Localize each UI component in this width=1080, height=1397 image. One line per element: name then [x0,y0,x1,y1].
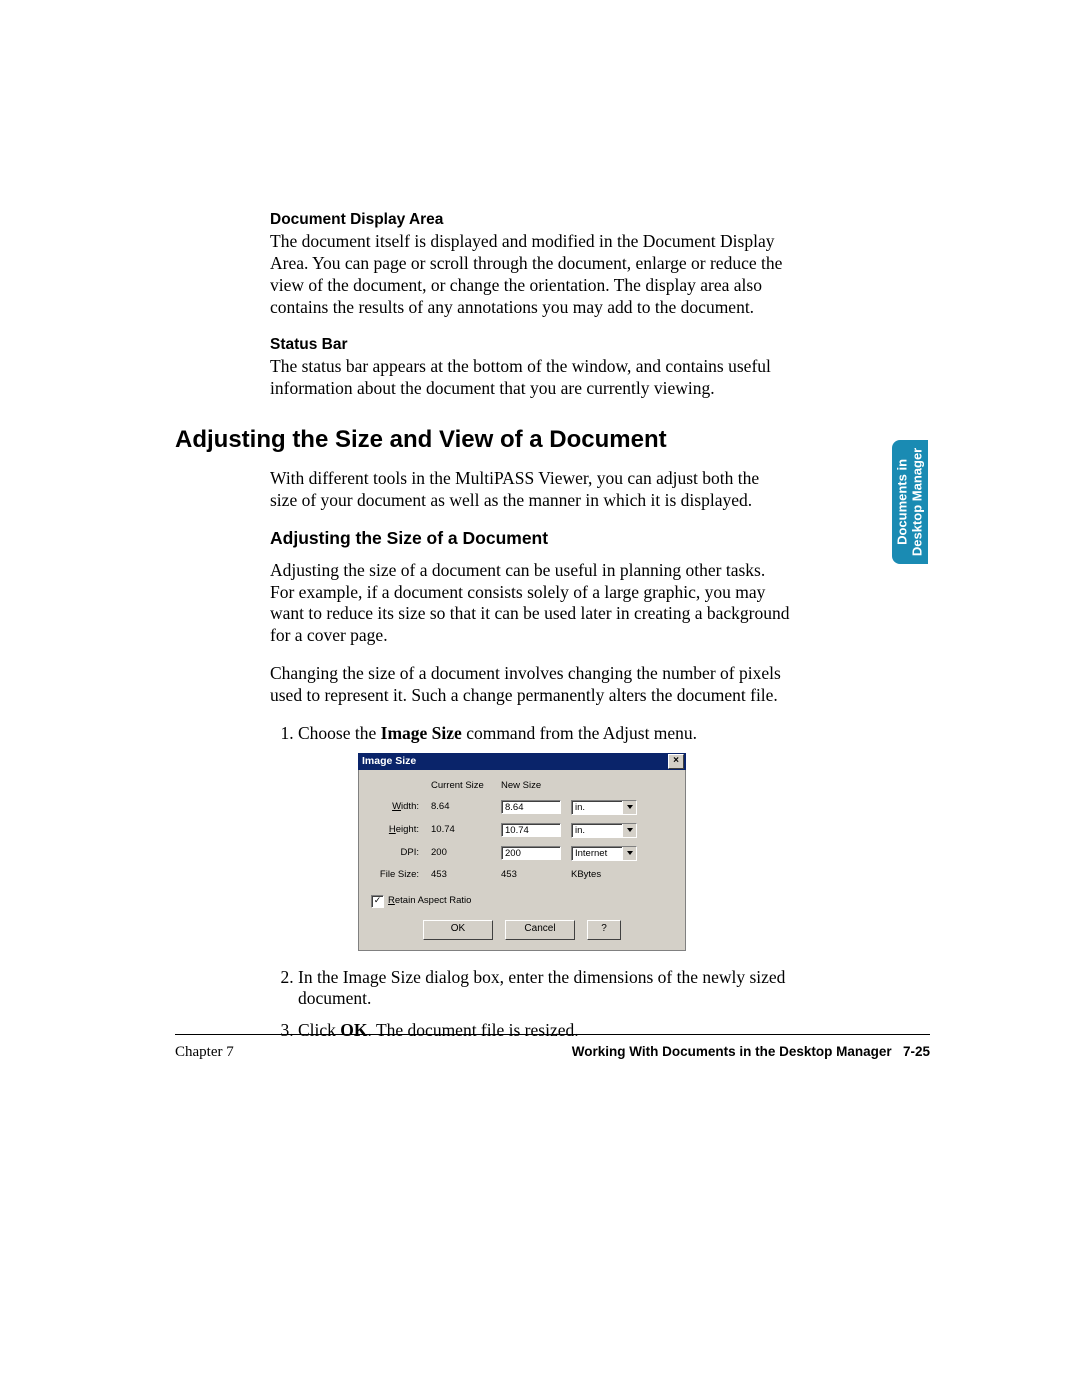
footer-chapter: Chapter 7 [175,1044,234,1061]
dialog-titlebar: Image Size × [358,753,686,770]
input-width-new[interactable]: 8.64 [501,800,561,814]
para-adjust-a: Adjusting the size of a document can be … [270,560,790,648]
chevron-down-icon [622,847,636,860]
combo-dpi-unit[interactable]: Internet [571,846,637,861]
image-size-dialog: Image Size × Current Size New Size Width… [358,753,686,951]
label-dpi: DPI: [371,847,421,859]
dialog-body: Current Size New Size Width: 8.64 8.64 i… [358,770,686,951]
chevron-down-icon [622,824,636,837]
combo-width-unit[interactable]: in. [571,800,637,815]
para-doc-display: The document itself is displayed and mod… [270,231,790,319]
document-page: Document Display Area The document itsel… [0,0,1080,1397]
ok-button[interactable]: OK [423,920,493,940]
step-3: Click OK. The document file is resized. [298,1020,790,1042]
step-3-pre: Click [298,1020,340,1040]
value-width-current: 8.64 [431,801,491,813]
label-filesize: File Size: [371,869,421,881]
side-tab-line1: Documents in [894,459,909,545]
side-tab-line2: Desktop Manager [909,448,924,556]
label-width: Width: [371,801,421,813]
value-height-current: 10.74 [431,824,491,836]
step-3-post: . The document file is resized. [368,1020,579,1040]
label-height: Height: [371,824,421,836]
checkbox-icon: ✓ [371,895,384,908]
step-1-bold: Image Size [381,723,462,743]
input-height-new[interactable]: 10.74 [501,823,561,837]
input-dpi-new[interactable]: 200 [501,846,561,860]
page-footer: Chapter 7 Working With Documents in the … [175,1044,930,1061]
steps-list: Choose the Image Size command from the A… [270,723,790,1042]
step-1: Choose the Image Size command from the A… [298,723,790,951]
heading-adjusting-size: Adjusting the Size of a Document [270,528,790,550]
value-filesize-new: 453 [501,869,561,881]
body-column: Document Display Area The document itsel… [270,210,790,400]
dialog-button-row: OK Cancel ? [371,920,673,940]
step-1-pre: Choose the [298,723,381,743]
footer-title: Working With Documents in the Desktop Ma… [572,1044,930,1061]
checkbox-retain-aspect[interactable]: ✓ Retain Aspect Ratio [371,895,673,908]
para-adjust-b: Changing the size of a document involves… [270,663,790,707]
cancel-button[interactable]: Cancel [505,920,575,940]
chevron-down-icon [622,801,636,814]
help-button[interactable]: ? [587,920,621,940]
value-filesize-current: 453 [431,869,491,881]
dialog-grid: Current Size New Size Width: 8.64 8.64 i… [371,780,673,881]
step-2: In the Image Size dialog box, enter the … [298,967,790,1011]
col-header-new: New Size [501,780,561,792]
dialog-title: Image Size [362,755,416,768]
step-1-post: command from the Adjust menu. [462,723,697,743]
value-filesize-unit: KBytes [571,869,637,881]
heading-adjusting-size-view: Adjusting the Size and View of a Documen… [175,426,930,454]
close-icon[interactable]: × [668,754,684,769]
side-tab: Documents in Desktop Manager [892,440,928,564]
col-header-current: Current Size [431,780,491,792]
step-3-bold: OK [340,1020,367,1040]
combo-height-unit[interactable]: in. [571,823,637,838]
body-column-2: With different tools in the MultiPASS Vi… [270,468,790,1042]
value-dpi-current: 200 [431,847,491,859]
section-label-doc-display: Document Display Area [270,210,790,229]
para-intro: With different tools in the MultiPASS Vi… [270,468,790,512]
para-status-bar: The status bar appears at the bottom of … [270,356,790,400]
section-label-status-bar: Status Bar [270,335,790,354]
footer-rule [175,1034,930,1035]
